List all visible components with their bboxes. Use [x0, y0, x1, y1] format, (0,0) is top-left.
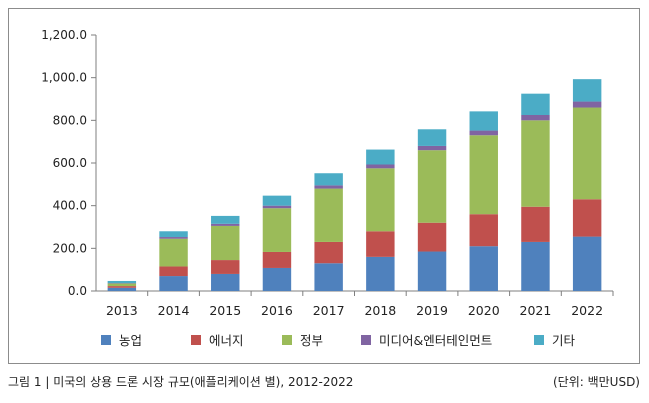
bar-segment: [159, 238, 188, 267]
bar-segment: [417, 222, 447, 252]
y-tick-label: 1,000.0: [41, 71, 87, 85]
bar-segment: [262, 195, 292, 206]
bar-segment: [107, 283, 137, 287]
bar-segment: [417, 150, 447, 223]
bar-segment: [211, 273, 240, 291]
bar-segment: [521, 206, 550, 242]
x-tick-label: 2019: [416, 303, 448, 318]
bar-segment: [211, 225, 240, 261]
x-tick-label: 2015: [209, 303, 241, 318]
bar-segment: [572, 199, 602, 237]
bar-segment: [314, 241, 343, 264]
x-tick-label: 2013: [106, 303, 138, 318]
bar-segment: [314, 263, 343, 291]
x-tick-label: 2017: [313, 303, 345, 318]
y-tick-label: 0.0: [68, 284, 87, 298]
legend-label: 기타: [552, 333, 576, 348]
bar-segment: [572, 236, 602, 291]
chart-frame: 0.0 200.0 400.0 600.0 800.0 1,000.0 1,200.0 201…: [8, 8, 640, 364]
bar-segment: [521, 241, 550, 291]
bar-segment: [366, 168, 395, 232]
bar-segment: [159, 266, 188, 277]
bar-segment: [262, 205, 292, 209]
bar-segment: [521, 120, 550, 207]
legend-swatch: [534, 335, 544, 345]
bar-segment: [159, 231, 188, 238]
bar-segment: [417, 145, 447, 151]
y-tick-label: 800.0: [53, 113, 87, 127]
legend-label: 정부: [300, 333, 323, 348]
bar-segment: [572, 79, 602, 102]
x-tick-label: 2020: [468, 303, 500, 318]
x-tick-label: 2021: [520, 303, 552, 318]
bar-segment: [107, 286, 137, 288]
bar-segment: [469, 130, 498, 136]
bar-segment: [469, 111, 498, 131]
bar-segment: [417, 251, 447, 291]
figure-caption: 그림 1 | 미국의 상용 드론 시장 규모(애플리케이션 별), 2012-2…: [8, 375, 354, 389]
y-tick-label: 1,200.0: [41, 28, 87, 42]
bar-segment: [469, 214, 498, 247]
y-tick-label: 600.0: [53, 156, 87, 170]
bar-segment: [314, 173, 343, 186]
legend-swatch: [101, 335, 111, 345]
x-tick-label: 2014: [158, 303, 190, 318]
bar-segment: [314, 185, 343, 189]
x-tick-label: 2016: [261, 303, 293, 318]
bar-segment: [366, 231, 395, 257]
bar-segment: [521, 115, 550, 121]
bar-segment: [107, 287, 137, 291]
legend-swatch: [191, 335, 201, 345]
x-tick-label: 2018: [364, 303, 396, 318]
y-tick-label: 400.0: [53, 199, 87, 213]
stacked-bar-chart: 0.0 200.0 400.0 600.0 800.0 1,000.0 1,200.0 201…: [41, 28, 614, 348]
bar-segment: [159, 276, 188, 291]
bar-segment: [572, 107, 602, 200]
bar-segment: [211, 260, 240, 274]
legend-label: 미디어&엔터테인먼트: [379, 333, 492, 348]
bar-segment: [211, 223, 240, 226]
bar-segment: [159, 237, 188, 239]
bar-segment: [262, 251, 292, 268]
bar-segment: [366, 256, 395, 291]
bar-segment: [572, 101, 602, 108]
legend-label: 에너지: [209, 333, 244, 348]
bar-segment: [469, 135, 498, 215]
bar-segment: [314, 188, 343, 242]
bar-segment: [521, 93, 550, 115]
bar-segment: [211, 215, 240, 224]
legend-label: 농업: [119, 333, 142, 348]
x-tick-label: 2022: [571, 303, 603, 318]
y-tick-label: 200.0: [53, 241, 87, 255]
unit-caption: (단위: 백만USD): [552, 375, 640, 389]
legend-swatch: [282, 335, 292, 345]
bar-segment: [107, 280, 137, 284]
bar-segment: [366, 149, 395, 165]
bar-segment: [469, 246, 498, 291]
bar-segment: [262, 208, 292, 252]
legend-swatch: [361, 335, 371, 345]
bar-segment: [417, 129, 447, 146]
bar-segment: [262, 267, 292, 291]
bar-segment: [366, 164, 395, 169]
